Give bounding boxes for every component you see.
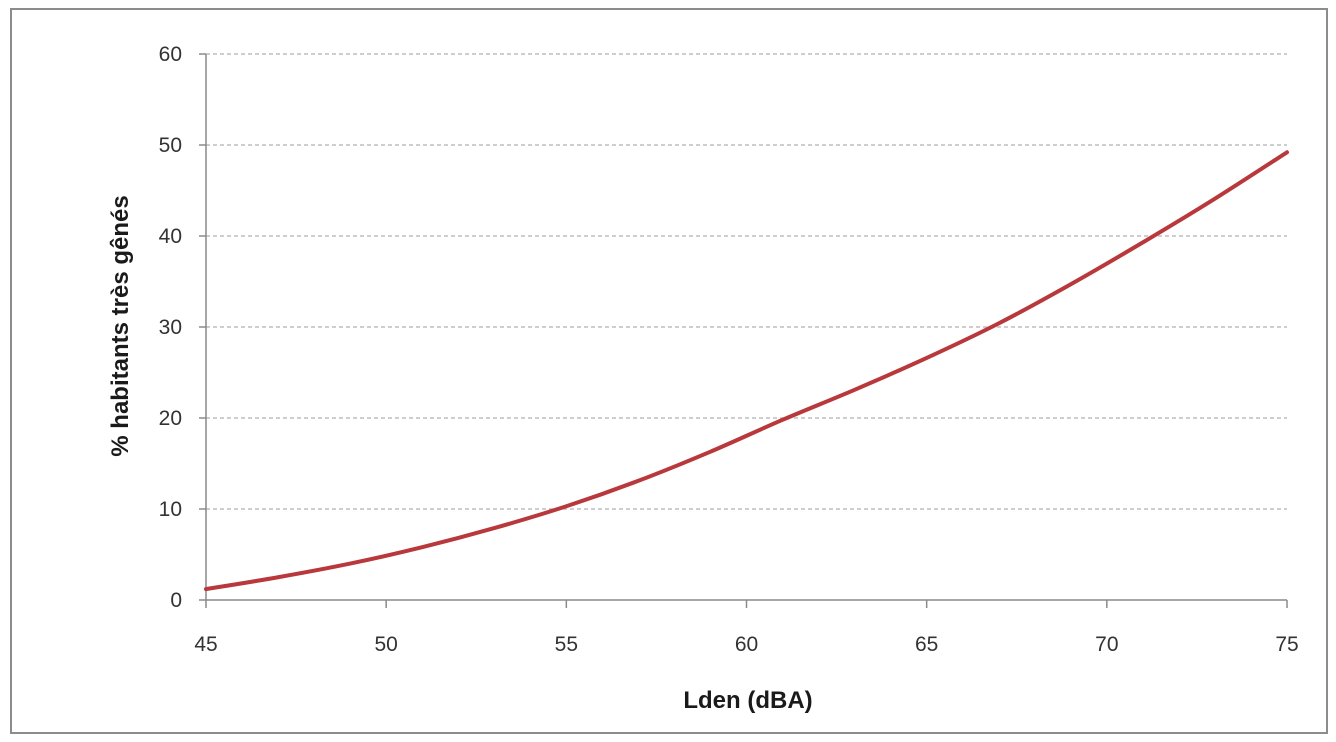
series-line [204, 150, 1289, 592]
y-tick-label: 0 [170, 589, 182, 612]
x-tick-label: 55 [555, 633, 578, 656]
y-tick-label: 40 [159, 225, 182, 248]
gridlines [206, 53, 1287, 510]
y-tick-label: 60 [159, 43, 182, 66]
axes [199, 53, 1288, 608]
x-tick-label: 50 [374, 633, 397, 656]
y-tick-label: 30 [159, 316, 182, 339]
x-tick-label: 70 [1095, 633, 1118, 656]
tick-labels: 0 10 20 30 40 50 60 45 50 55 60 65 70 75 [159, 43, 1299, 656]
x-axis-title: Lden (dBA) [683, 687, 812, 714]
x-tick-label: 65 [915, 633, 938, 656]
y-tick-label: 10 [159, 498, 182, 521]
x-tick-label: 60 [735, 633, 758, 656]
y-tick-label: 20 [159, 407, 182, 430]
chart-frame [10, 8, 1328, 734]
y-tick-label: 50 [159, 134, 182, 157]
y-axis-title: % habitants très gênés [107, 195, 134, 456]
series-lines [204, 150, 1289, 592]
x-tick-label: 75 [1275, 633, 1298, 656]
x-tick-label: 45 [194, 633, 217, 656]
